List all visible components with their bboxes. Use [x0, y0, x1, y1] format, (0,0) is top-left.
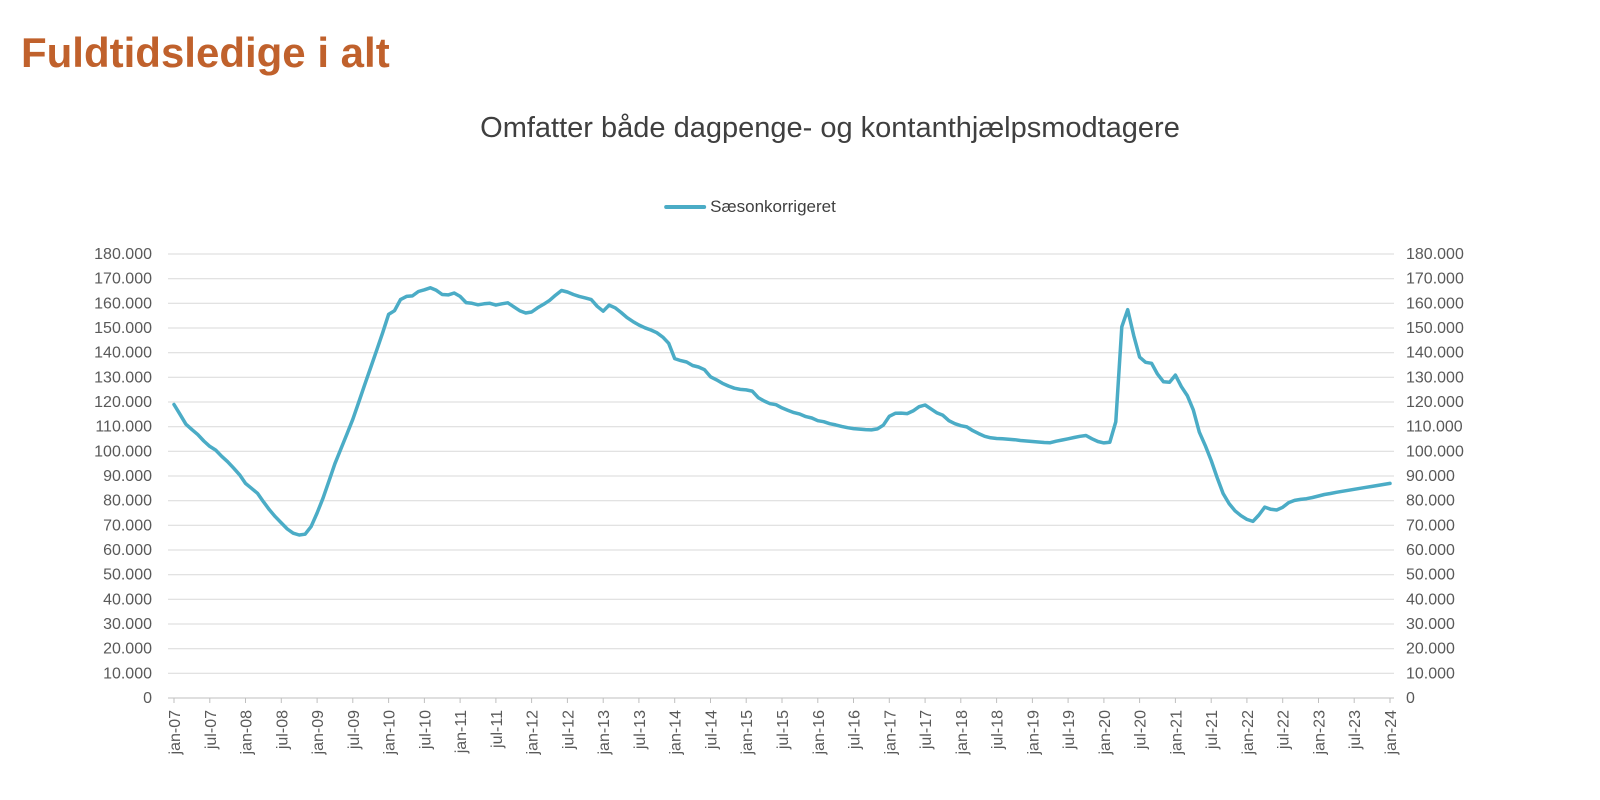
page-title: Fuldtidsledige i alt: [21, 29, 390, 76]
x-axis-label: jan-17: [882, 710, 899, 756]
y-axis-label-right: 60.000: [1406, 542, 1455, 559]
x-axis-label: jan-24: [1383, 710, 1400, 756]
x-axis-label: jan-09: [310, 710, 327, 756]
y-axis-label-left: 50.000: [103, 567, 152, 584]
y-axis-label-left: 170.000: [94, 271, 152, 288]
x-axis-label: jan-18: [954, 710, 971, 756]
y-axis-label-right: 120.000: [1406, 394, 1464, 411]
x-axis-label: jul-16: [847, 710, 864, 750]
y-axis-label-right: 30.000: [1406, 616, 1455, 633]
x-axis-label: jan-15: [739, 710, 756, 756]
y-axis-label-right: 140.000: [1406, 345, 1464, 362]
x-axis-label: jan-21: [1168, 710, 1185, 756]
y-axis-label-left: 70.000: [103, 517, 152, 534]
x-axis-label: jul-12: [560, 710, 577, 750]
x-axis-label: jul-07: [203, 710, 220, 750]
x-axis-label: jul-09: [346, 710, 363, 750]
x-axis-label: jul-19: [1061, 710, 1078, 750]
y-axis-label-right: 20.000: [1406, 641, 1455, 658]
x-axis-label: jan-11: [453, 710, 470, 754]
x-axis-label: jan-14: [668, 710, 685, 756]
chart-subtitle: Omfatter både dagpenge- og kontanthjælps…: [480, 112, 1180, 144]
x-axis-label: jan-13: [596, 710, 613, 756]
legend-label: Sæsonkorrigeret: [710, 197, 836, 216]
y-axis-label-left: 20.000: [103, 641, 152, 658]
x-axis-label: jan-12: [525, 710, 542, 756]
legend-line-sample-icon: [664, 205, 707, 209]
x-axis-label: jan-07: [167, 710, 184, 756]
y-axis-label-left: 160.000: [94, 295, 152, 312]
y-axis-label-left: 60.000: [103, 542, 152, 559]
x-axis-label: jan-16: [811, 710, 828, 756]
x-axis-label: jan-20: [1097, 710, 1114, 756]
y-axis-label-right: 130.000: [1406, 369, 1464, 386]
x-axis-label: jul-10: [417, 710, 434, 750]
y-axis-label-left: 80.000: [103, 493, 152, 510]
x-axis-label: jul-15: [775, 710, 792, 750]
x-axis-label: jul-20: [1133, 710, 1150, 750]
y-axis-label-left: 100.000: [94, 443, 152, 460]
x-axis-label: jul-13: [632, 710, 649, 750]
y-axis-label-right: 180.000: [1406, 246, 1464, 263]
y-axis-label-right: 90.000: [1406, 468, 1455, 485]
y-axis-label-right: 100.000: [1406, 443, 1464, 460]
y-axis-label-right: 70.000: [1406, 517, 1455, 534]
x-axis-label: jul-21: [1204, 710, 1221, 750]
y-axis-label-right: 110.000: [1406, 419, 1463, 436]
y-axis-label-right: 0: [1406, 690, 1415, 707]
y-axis-label-right: 150.000: [1406, 320, 1464, 337]
x-axis-label: jan-23: [1312, 710, 1329, 756]
y-axis-label-left: 130.000: [94, 369, 152, 386]
y-axis-label-left: 120.000: [94, 394, 152, 411]
x-axis-label: jul-22: [1276, 710, 1293, 750]
x-axis-label: jul-14: [704, 710, 721, 750]
x-axis-label: jul-23: [1347, 710, 1364, 750]
chart-legend: Sæsonkorrigeret: [664, 197, 836, 217]
x-axis-label: jul-17: [918, 710, 935, 750]
x-axis-label: jan-22: [1240, 710, 1257, 756]
y-axis-label-left: 40.000: [103, 591, 152, 608]
y-axis-label-left: 180.000: [94, 246, 152, 263]
series-line-saesonkorrigeret: [172, 286, 1392, 537]
x-axis-label: jul-18: [990, 710, 1007, 750]
y-axis-label-left: 140.000: [94, 345, 152, 362]
x-axis-label: jul-11: [489, 710, 506, 749]
y-axis-label-right: 40.000: [1406, 591, 1455, 608]
y-axis-label-left: 0: [143, 690, 152, 707]
x-axis-label: jan-10: [382, 710, 399, 756]
y-axis-label-left: 30.000: [103, 616, 152, 633]
y-axis-label-left: 110.000: [95, 419, 152, 436]
y-axis-label-right: 50.000: [1406, 567, 1455, 584]
y-axis-label-right: 10.000: [1406, 665, 1455, 682]
y-axis-label-right: 80.000: [1406, 493, 1455, 510]
y-axis-label-right: 170.000: [1406, 271, 1464, 288]
x-axis-label: jul-08: [274, 710, 291, 750]
x-axis-label: jan-08: [239, 710, 256, 756]
y-axis-label-left: 90.000: [103, 468, 152, 485]
x-axis-label: jan-19: [1025, 710, 1042, 756]
y-axis-label-left: 150.000: [94, 320, 152, 337]
y-axis-label-right: 160.000: [1406, 295, 1464, 312]
y-axis-label-left: 10.000: [103, 665, 152, 682]
